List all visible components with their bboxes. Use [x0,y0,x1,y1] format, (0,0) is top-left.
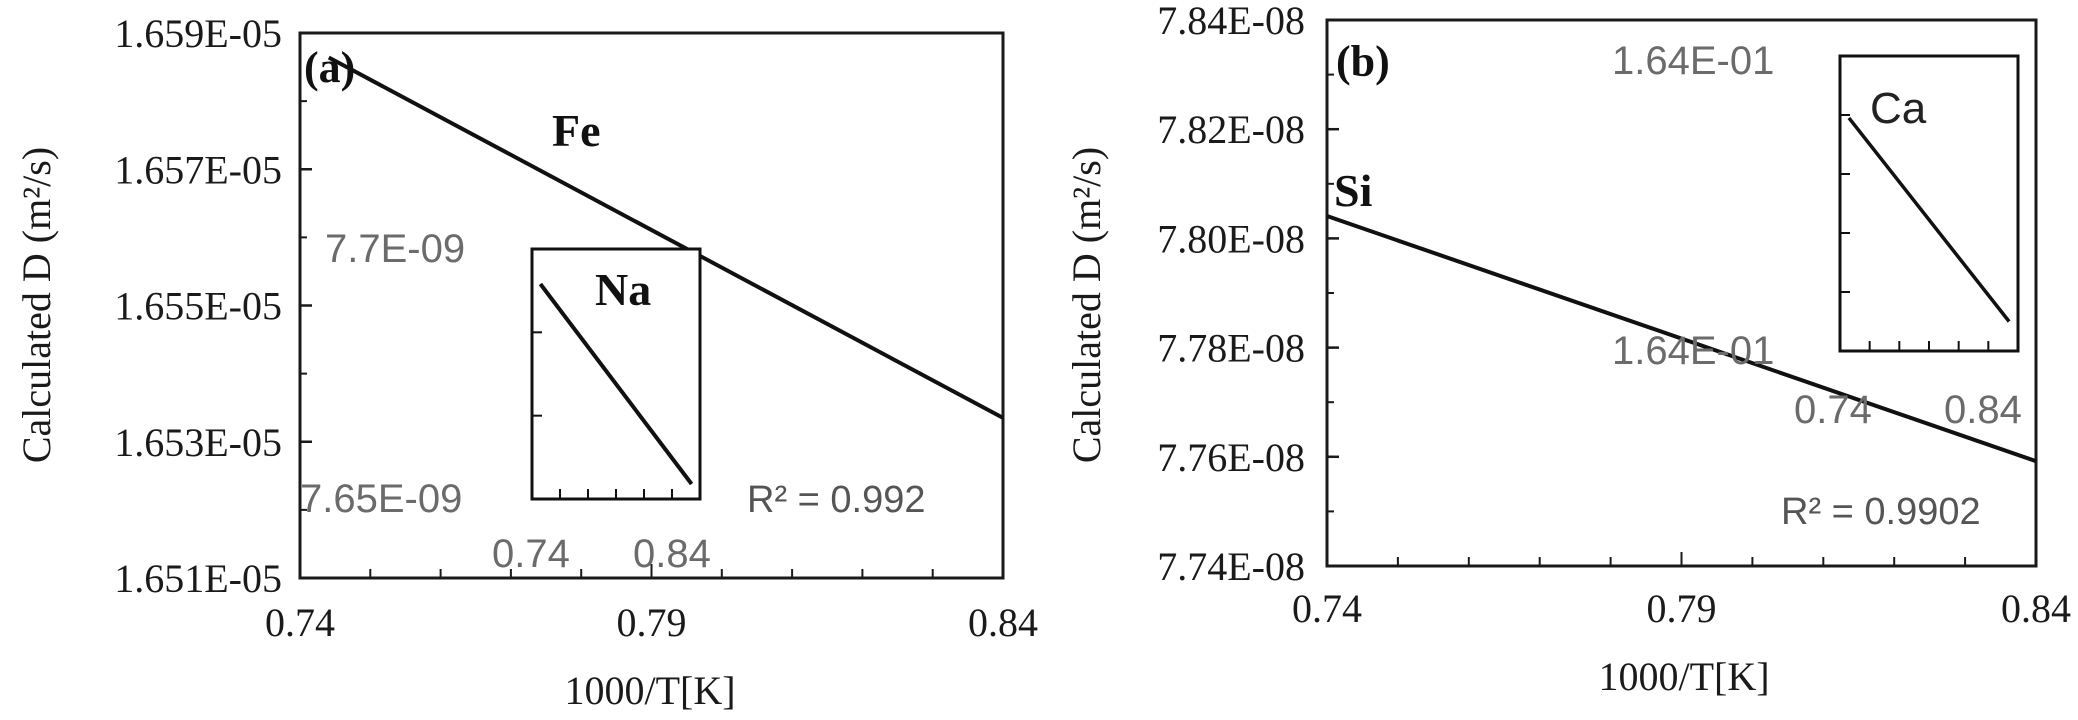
series-line-si [1326,214,2037,464]
inset-y-tick-label-na-top: 7.7E-09 [325,227,465,271]
y-tick-label: 1.657E-05 [114,147,282,192]
x-tick-label: 0.74 [1292,586,1362,631]
panel-a: 1.651E-05 1.653E-05 1.655E-05 1.657E-05 1.65… [14,11,1038,713]
x-tick-labels-b: 0.74 0.79 0.84 [1292,586,2071,631]
x-axis-title-b: 1000/T[K] [1598,654,1769,699]
y-tick-label: 7.74E-08 [1157,544,1305,589]
inset-series-line-na [538,282,694,486]
x-axis-title-a: 1000/T[K] [564,668,735,713]
r-squared-ca: R² = 0.9902 [1781,491,1981,533]
series-label-si: Si [1334,165,1373,216]
panel-label-a: (a) [304,43,355,92]
inset-series-label-na: Na [595,264,651,315]
y-tick-label: 1.651E-05 [114,556,282,601]
inset-x-tick-label-na-left: 0.74 [492,532,570,576]
y-tick-label: 7.76E-08 [1157,435,1305,480]
series-label-fe: Fe [552,105,601,156]
y-tick-labels-a: 1.651E-05 1.653E-05 1.655E-05 1.657E-05 1.65… [114,11,282,601]
panel-b: 7.74E-08 7.76E-08 7.78E-08 7.80E-08 7.82E-08… [1064,0,2071,699]
y-tick-labels-b: 7.74E-08 7.76E-08 7.78E-08 7.80E-08 7.82E-08… [1157,0,1305,589]
x-tick-label: 0.84 [2001,586,2071,631]
inset-na: Na 7.7E-09 7.65E-09 0.74 0.84 R² = 0.992 [300,227,926,576]
y-tick-marks-b [1327,18,1339,568]
x-tick-label: 0.79 [1647,586,1717,631]
inset-series-label-ca: Ca [1870,84,1927,133]
inset-y-tick-label-na-bottom: 7.65E-09 [300,477,462,521]
y-tick-label: 1.659E-05 [114,11,282,56]
y-axis-title-a: Calculated D (m²/s) [14,147,59,463]
inset-x-tick-label-ca-right: 0.84 [1944,388,2022,432]
y-tick-label: 1.655E-05 [114,284,282,329]
r-squared-na: R² = 0.992 [747,479,926,521]
y-tick-label: 7.84E-08 [1157,0,1305,43]
inset-frame-ca [1838,54,2020,353]
x-tick-marks-b [1326,552,2037,566]
x-tick-label: 0.79 [617,600,687,645]
inset-y-tick-label-ca-bottom: 1.64E-01 [1612,329,1774,373]
x-tick-marks-a [299,564,1004,578]
y-axis-title-b: Calculated D (m²/s) [1064,147,1109,463]
inset-x-tick-label-ca-left: 0.74 [1794,388,1872,432]
panel-label-b: (b) [1336,37,1390,86]
x-tick-label: 0.84 [968,600,1038,645]
inset-y-tick-label-ca-top: 1.64E-01 [1612,39,1774,83]
inset-tick-marks-na [532,331,673,499]
y-tick-label: 7.80E-08 [1157,216,1305,261]
x-tick-label: 0.74 [265,600,335,645]
y-tick-label: 7.78E-08 [1157,326,1305,371]
inset-series-line-ca [1847,116,2011,323]
y-tick-label: 1.653E-05 [114,420,282,465]
inset-ca: Ca 1.64E-01 1.64E-01 0.74 0.84 R² = 0.99… [1612,39,2022,533]
x-tick-labels-a: 0.74 0.79 0.84 [265,600,1038,645]
inset-x-tick-label-na-right: 0.84 [633,532,711,576]
series-line-fe [327,55,1004,420]
inset-tick-marks-ca [1840,114,1990,351]
y-tick-marks-a [300,31,312,580]
y-tick-label: 7.82E-08 [1157,107,1305,152]
